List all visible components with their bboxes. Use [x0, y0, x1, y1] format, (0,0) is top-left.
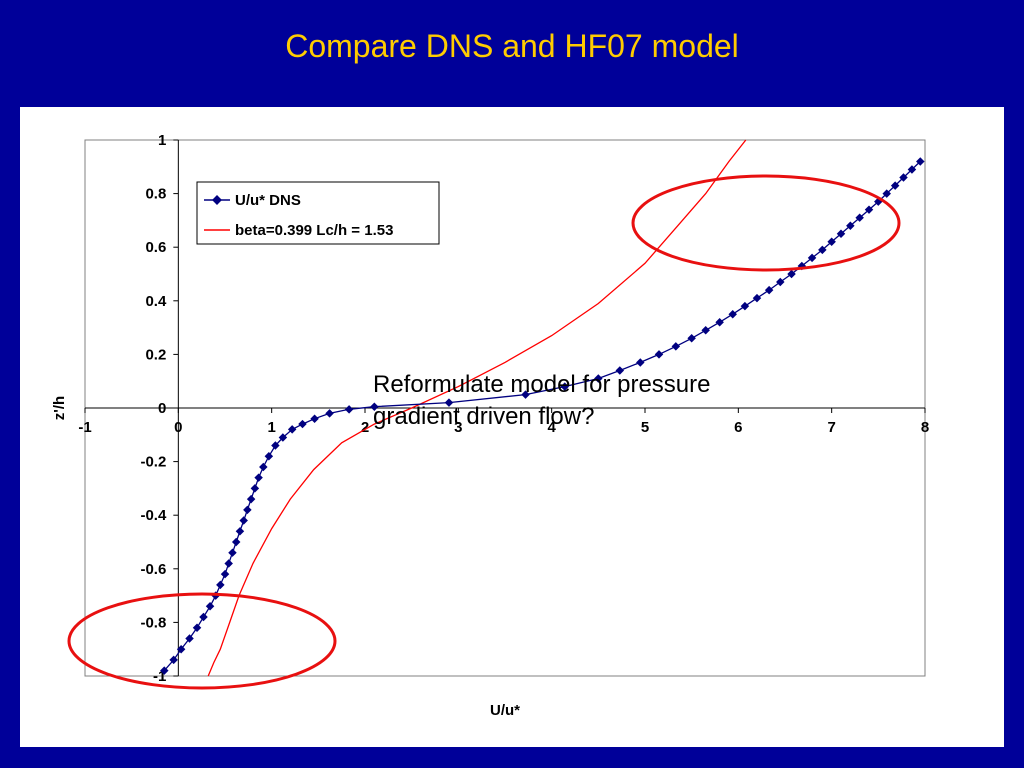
dns-point: [671, 342, 681, 351]
legend-label-model: beta=0.399 Lc/h = 1.53: [235, 222, 393, 239]
x-tick-label: 3: [454, 419, 462, 436]
dns-point: [278, 433, 288, 442]
y-tick-label: 1: [158, 132, 166, 149]
series-line-model: [207, 139, 747, 677]
dns-point: [560, 382, 569, 391]
dns-point: [205, 602, 215, 611]
x-tick-label: 0: [174, 419, 182, 436]
annotation-line-1: Reformulate model for pressure: [373, 371, 711, 398]
highlight-ellipse-lower: [67, 592, 337, 690]
y-tick-label: -0.6: [140, 561, 166, 578]
x-tick-label: 6: [734, 419, 742, 436]
highlight-ellipses: [67, 174, 901, 690]
legend-label-dns: U/u* DNS: [235, 192, 301, 209]
y-tick-label: 0.2: [145, 346, 166, 363]
x-tick-label: 4: [547, 419, 556, 436]
annotation-line-2: gradient driven flow?: [373, 403, 595, 430]
y-tick-label: 0.6: [145, 239, 166, 256]
chart-svg: -1 0 1 2 3 4 5 6 7 8-1-0.8-0.6-0.4-0.200.20.40.60…: [51, 132, 929, 719]
dns-point: [740, 301, 750, 311]
dns-point: [250, 484, 260, 493]
dns-point: [752, 293, 762, 303]
y-axis-label: z'/h: [51, 396, 68, 420]
dns-point: [764, 285, 774, 295]
dns-point: [185, 634, 194, 643]
dns-point: [259, 462, 268, 472]
dns-point: [224, 559, 233, 568]
dns-point: [636, 358, 645, 367]
highlight-ellipse-upper: [631, 174, 901, 272]
y-tick-label: 0: [158, 400, 166, 417]
dns-point: [199, 612, 208, 622]
dns-point: [864, 205, 874, 214]
dns-point: [243, 505, 252, 515]
y-tick-label: 0.8: [145, 186, 166, 203]
series-layer: [160, 139, 925, 677]
x-tick-label: 8: [921, 419, 929, 436]
dns-point: [594, 374, 603, 383]
axes-layer: -1 0 1 2 3 4 5 6 7 8-1-0.8-0.6-0.4-0.200.20.40.60…: [78, 132, 929, 685]
x-axis-label: U/u*: [490, 702, 520, 719]
legend-marker-dns: [212, 195, 222, 205]
y-tick-label: -0.4: [140, 507, 167, 524]
annotation-text: Reformulate model for pressure gradient …: [373, 369, 813, 433]
dns-point: [846, 221, 855, 231]
dns-point: [827, 237, 836, 247]
dns-point: [818, 245, 827, 255]
dns-point: [220, 569, 230, 579]
y-tick-label: -0.8: [140, 614, 166, 631]
x-tick-label: -1: [78, 419, 91, 436]
dns-point: [228, 548, 237, 557]
dns-point: [701, 326, 710, 335]
x-tick-label: 2: [361, 419, 369, 436]
dns-point: [715, 317, 724, 327]
x-tick-label: 5: [641, 419, 649, 436]
dns-point: [287, 425, 297, 434]
y-tick-label: -0.2: [140, 454, 166, 471]
dns-point: [444, 398, 454, 407]
legend-box: [196, 181, 440, 245]
dns-point: [615, 366, 625, 375]
x-tick-label: 7: [827, 419, 835, 436]
dns-point: [654, 350, 664, 359]
chart-panel: -1 0 1 2 3 4 5 6 7 8 -1 -0.8 -0.6 -0.4 -0.2 0 0.2 0.4 0.6 0…: [20, 107, 1004, 747]
slide-title: Compare DNS and HF07 model: [285, 28, 739, 64]
dns-point: [899, 173, 908, 182]
legend: U/u* DNS beta=0.399 Lc/h = 1.53: [196, 181, 440, 245]
dns-point: [246, 494, 256, 504]
dns-point: [916, 157, 925, 166]
dns-point: [776, 277, 785, 287]
dns-point: [298, 419, 307, 429]
y-tick-label: 0.4: [145, 293, 167, 310]
dns-point: [235, 527, 245, 536]
x-tick-label: 1: [267, 419, 275, 436]
